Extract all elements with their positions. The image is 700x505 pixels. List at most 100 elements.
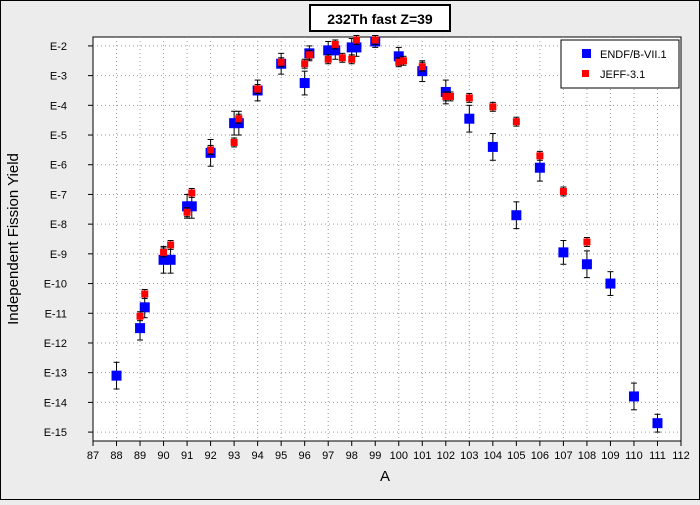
jeff-point xyxy=(442,92,450,100)
endf-point xyxy=(351,42,362,53)
y-tick-label: E-12 xyxy=(44,338,67,350)
x-tick-label: 101 xyxy=(413,450,431,462)
jeff-point xyxy=(141,290,149,298)
x-tick-label: 95 xyxy=(275,450,287,462)
x-tick-label: 89 xyxy=(134,450,146,462)
jeff-point xyxy=(305,51,313,59)
x-tick-label: 109 xyxy=(601,450,619,462)
x-tick-label: 93 xyxy=(228,450,240,462)
y-tick-label: E-10 xyxy=(44,279,67,291)
y-tick-label: E-14 xyxy=(44,397,67,409)
plot-area xyxy=(92,36,682,442)
endf-point xyxy=(464,113,475,124)
legend-label-endf: ENDF/B-VII.1 xyxy=(600,49,667,61)
x-tick-label: 87 xyxy=(87,450,99,462)
jeff-point xyxy=(447,92,455,100)
legend: ENDF/B-VII.1 JEFF-3.1 xyxy=(560,39,680,89)
jeff-point xyxy=(559,187,567,195)
x-tick-label: 98 xyxy=(346,450,358,462)
endf-point xyxy=(558,247,569,258)
jeff-point xyxy=(399,57,407,65)
title-box xyxy=(309,4,451,32)
x-tick-label: 104 xyxy=(484,450,502,462)
jeff-point xyxy=(207,146,215,154)
endf-point xyxy=(628,391,639,402)
jeff-point xyxy=(324,55,332,63)
y-tick-label: E-4 xyxy=(50,100,67,112)
y-tick-label: E-15 xyxy=(44,427,67,439)
x-tick-label: 96 xyxy=(299,450,311,462)
endf-point xyxy=(158,254,169,265)
endf-point xyxy=(652,418,663,429)
jeff-point xyxy=(235,115,243,123)
endf-point xyxy=(323,45,334,56)
jeff-point xyxy=(183,208,191,216)
jeff-point xyxy=(301,60,309,68)
y-tick-label: E-6 xyxy=(50,160,67,172)
x-tick-label: 94 xyxy=(252,450,264,462)
endf-point xyxy=(330,45,341,56)
jeff-point xyxy=(167,241,175,249)
endf-point xyxy=(393,51,404,62)
endf-point xyxy=(605,278,616,289)
legend-marker-jeff xyxy=(582,70,589,77)
x-tick-label: 88 xyxy=(110,450,122,462)
endf-point xyxy=(165,254,176,265)
jeff-point xyxy=(489,103,497,111)
grid-lines xyxy=(93,37,681,441)
jeff-point xyxy=(465,94,473,102)
jeff-point xyxy=(160,248,168,256)
endf-point xyxy=(186,201,197,212)
x-tick-label: 90 xyxy=(157,450,169,462)
y-tick-label: E-3 xyxy=(50,71,67,83)
x-tick-label: 111 xyxy=(649,450,666,462)
jeff-point xyxy=(136,312,144,320)
jeff-point xyxy=(512,118,520,126)
x-tick-label: 103 xyxy=(460,450,478,462)
jeff-point xyxy=(230,138,238,146)
endf-point xyxy=(135,323,146,334)
x-tick-label: 106 xyxy=(531,450,549,462)
legend-box xyxy=(560,39,680,89)
x-tick-label: 112 xyxy=(672,450,690,462)
x-tick-label: 110 xyxy=(625,450,643,462)
x-tick-label: 99 xyxy=(369,450,381,462)
y-tick-label: E-2 xyxy=(50,41,67,53)
x-axis: 87 88 89 90 91 92 93 94 95 96 97 98 99 100 101 102 103 10… xyxy=(87,441,690,462)
x-tick-label: 102 xyxy=(437,450,455,462)
y-tick-label: E-5 xyxy=(50,130,67,142)
endf-point xyxy=(511,210,522,221)
jeff-point xyxy=(395,58,403,66)
endf-point xyxy=(299,78,310,89)
endf-point xyxy=(139,302,150,313)
x-tick-label: 100 xyxy=(390,450,408,462)
x-tick-label: 92 xyxy=(204,450,216,462)
y-tick-label: E-9 xyxy=(50,249,67,261)
chart-title: 232Th fast Z=39 xyxy=(327,11,433,27)
jeff-point xyxy=(418,63,426,71)
y-tick-label: E-7 xyxy=(50,189,67,201)
legend-label-jeff: JEFF-3.1 xyxy=(600,69,645,81)
jeff-point xyxy=(188,189,196,197)
jeff-point xyxy=(352,36,360,44)
endf-point xyxy=(111,370,122,381)
legend-marker-endf xyxy=(582,49,591,58)
y-tick-label: E-13 xyxy=(44,368,67,380)
jeff-point xyxy=(536,152,544,160)
endf-point xyxy=(534,162,545,173)
x-tick-label: 97 xyxy=(322,450,334,462)
data-marks xyxy=(111,35,663,433)
jeff-point xyxy=(254,85,262,93)
endf-point xyxy=(581,259,592,270)
jeff-point xyxy=(348,55,356,63)
jeff-point xyxy=(277,58,285,66)
x-tick-label: 91 xyxy=(181,450,193,462)
jeff-point xyxy=(331,40,339,48)
x-tick-label: 108 xyxy=(578,450,596,462)
jeff-point xyxy=(583,238,591,246)
y-tick-label: E-8 xyxy=(50,219,67,231)
y-axis: E-2 E-3 E-4 E-5 E-6 E-7 E-8 E-9 E-10 E-11 E-12 E-13… xyxy=(44,41,93,439)
y-axis-label: Independent Fission Yield xyxy=(5,153,22,325)
